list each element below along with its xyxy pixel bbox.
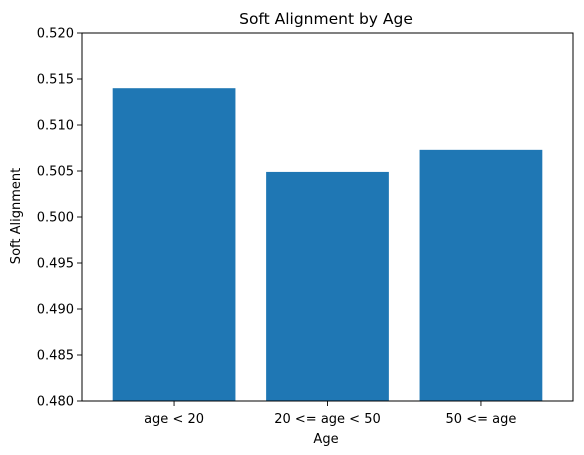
x-tick-label: 50 <= age: [446, 412, 517, 427]
x-axis: age < 20 20 <= age < 50 50 <= age: [144, 401, 516, 427]
y-tick-label: 0.485: [37, 349, 74, 364]
bars-layer: [112, 88, 543, 401]
bar-2: [419, 149, 543, 401]
x-tick-label: age < 20: [144, 412, 204, 427]
y-tick-label: 0.490: [37, 303, 74, 318]
chart-title: Soft Alignment by Age: [239, 10, 413, 28]
bar-1: [266, 171, 389, 401]
y-tick-label: 0.500: [37, 211, 74, 226]
y-axis: 0.480 0.485 0.490 0.495 0.500 0.505 0.510 0.515…: [37, 27, 82, 410]
y-tick-label: 0.495: [37, 257, 74, 272]
y-tick-label: 0.520: [37, 27, 74, 42]
y-axis-label: Soft Alignment: [9, 168, 24, 264]
x-tick-label: 20 <= age < 50: [274, 412, 381, 427]
y-tick-label: 0.515: [37, 73, 74, 88]
y-tick-label: 0.480: [37, 395, 74, 410]
plot-frame: [81, 32, 574, 402]
bar-0: [112, 88, 236, 401]
x-axis-label: Age: [313, 432, 338, 447]
y-tick-label: 0.505: [37, 165, 74, 180]
y-tick-label: 0.510: [37, 119, 74, 134]
